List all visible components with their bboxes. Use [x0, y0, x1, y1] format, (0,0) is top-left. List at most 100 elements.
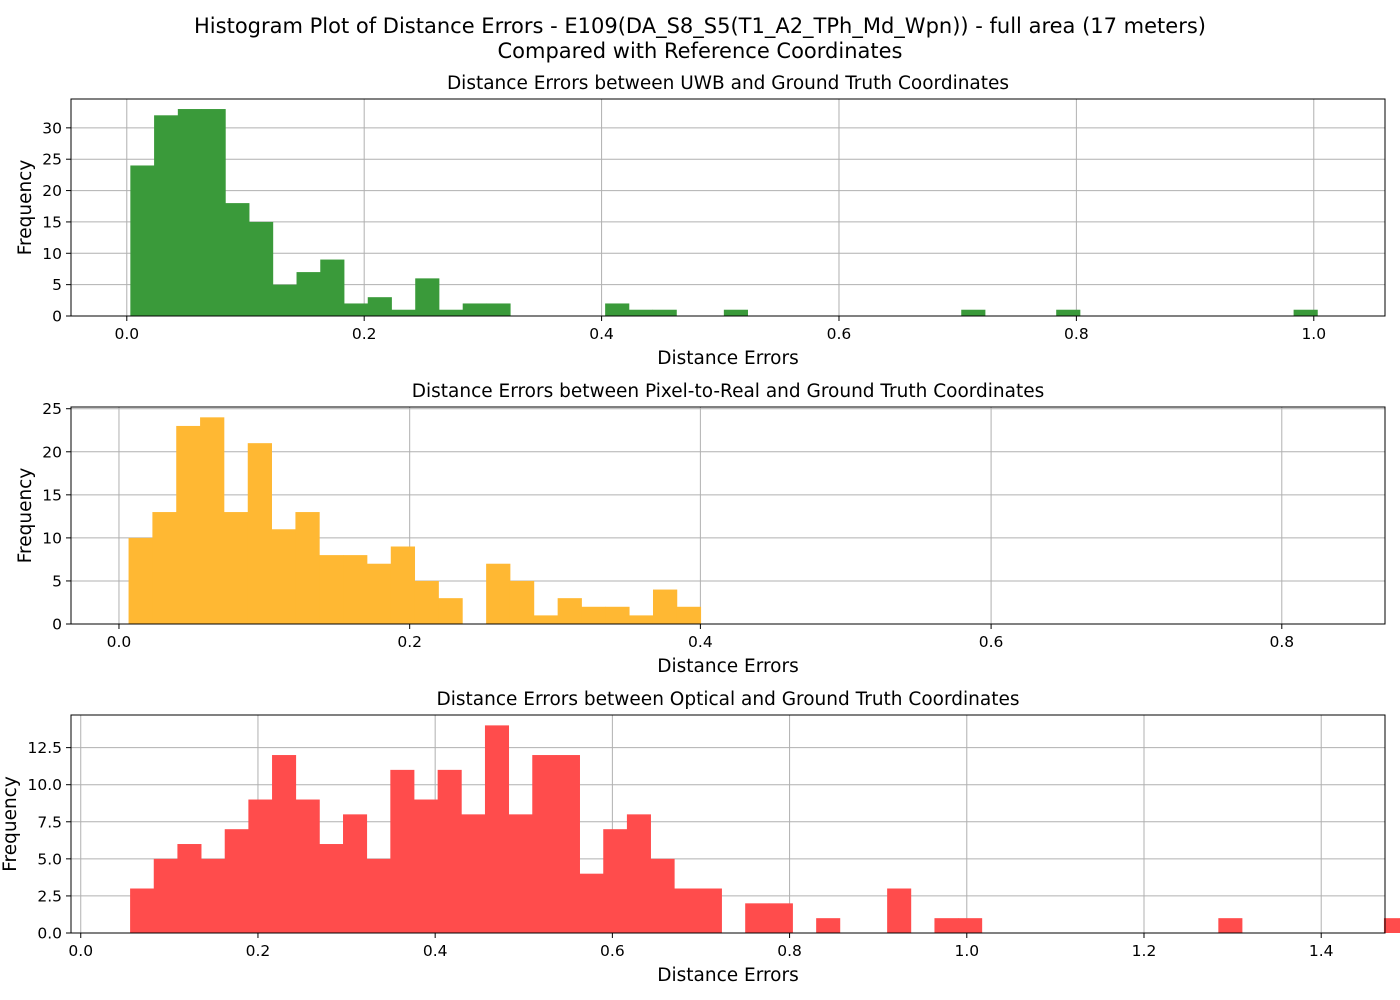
y-axis-label: Frequency [15, 160, 36, 256]
figure-suptitle: Histogram Plot of Distance Errors - E109… [0, 14, 1400, 64]
histogram-bar [177, 109, 202, 316]
y-tick-label: 20 [42, 443, 62, 461]
histogram-bar [532, 755, 557, 933]
histogram-bar [676, 606, 702, 624]
histogram-bar [271, 529, 296, 624]
x-axis-label: Distance Errors [657, 656, 799, 677]
histogram-bar [1056, 309, 1081, 316]
x-tick-label: 0.0 [68, 942, 93, 960]
x-tick-label: 0.0 [114, 325, 139, 343]
x-tick-label: 0.4 [589, 325, 614, 343]
y-tick-label: 5.0 [37, 850, 62, 868]
grid [71, 407, 1385, 625]
histogram-bar [154, 115, 179, 316]
histogram-bar [390, 546, 416, 624]
histogram-bar [652, 309, 677, 316]
x-tick-label: 1.0 [954, 942, 979, 960]
histogram-bar [508, 814, 533, 933]
x-axis-label: Distance Errors [657, 348, 799, 369]
histogram-bar [391, 309, 416, 316]
histogram-bar [605, 303, 630, 316]
histogram-bar [745, 903, 770, 933]
histogram-bar [768, 903, 793, 933]
histogram-bar [605, 606, 630, 624]
histogram-bar [248, 799, 273, 933]
histogram-bar [152, 512, 177, 624]
y-tick-label: 30 [42, 119, 62, 137]
x-tick-label: 0.8 [1269, 633, 1294, 651]
histogram-bar [128, 537, 153, 624]
y-tick-label: 0 [52, 616, 62, 634]
histogram-bar [366, 563, 392, 624]
axes-frame [70, 406, 1386, 625]
y-tick-label: 5 [52, 572, 62, 590]
subplot-title: Distance Errors between Pixel-to-Real an… [412, 381, 1045, 402]
bars [130, 725, 1400, 933]
histogram-bar [415, 278, 440, 316]
histogram-bar [723, 309, 748, 316]
y-tick-label: 25 [42, 151, 62, 169]
histogram-bar [486, 563, 511, 624]
histogram-bar [555, 755, 580, 933]
histogram-bar [486, 303, 511, 316]
histogram-bar [1293, 309, 1318, 316]
y-tick-label: 10 [42, 529, 62, 547]
histogram-bar [1383, 918, 1400, 933]
x-tick-label: 0.2 [397, 633, 422, 651]
x-tick-label: 1.2 [1132, 942, 1157, 960]
histogram-bar [177, 844, 202, 933]
histogram-bar [201, 109, 226, 316]
histogram-bar [153, 858, 178, 933]
y-tick-label: 10 [42, 245, 62, 263]
subplot-title: Distance Errors between UWB and Ground T… [447, 73, 1009, 94]
y-tick-label: 15 [42, 213, 62, 231]
histogram-bar [484, 725, 510, 933]
y-tick-label: 10.0 [27, 776, 62, 794]
histogram-bar [628, 309, 654, 316]
histogram-bar [438, 309, 464, 316]
histogram-bar [130, 888, 155, 933]
x-tick-label: 0.2 [246, 942, 271, 960]
y-tick-label: 5 [52, 276, 62, 294]
histogram-bar [816, 918, 841, 933]
histogram-bar [437, 769, 462, 933]
x-tick-label: 0.8 [1064, 325, 1089, 343]
x-tick-label: 0.4 [423, 942, 448, 960]
histogram-bar [201, 858, 226, 933]
histogram-bar [438, 598, 463, 624]
histogram-bar [223, 512, 249, 624]
suptitle-line-2: Compared with Reference Coordinates [497, 39, 903, 63]
histogram-bar [557, 598, 582, 624]
histogram-bar [674, 888, 699, 933]
histogram-bar [462, 303, 487, 316]
y-tick-label: 20 [42, 182, 62, 200]
subplot-title: Distance Errors between Optical and Grou… [437, 689, 1020, 710]
axes-frame [70, 98, 1386, 317]
y-tick-label: 25 [42, 400, 62, 418]
bars [128, 417, 702, 624]
histogram-bar [629, 615, 654, 624]
x-tick-label: 0.8 [777, 942, 802, 960]
x-tick-label: 0.6 [600, 942, 625, 960]
histogram-bar [320, 259, 345, 316]
x-tick-label: 0.4 [688, 633, 713, 651]
histogram-bar [296, 272, 321, 316]
y-tick-label: 12.5 [27, 739, 62, 757]
x-tick-label: 1.4 [1309, 942, 1334, 960]
histogram-bar [367, 297, 392, 316]
histogram-bar [224, 829, 249, 933]
histogram-bar [581, 606, 606, 624]
histogram-bar [225, 203, 250, 316]
histogram-bar [272, 284, 297, 316]
histogram-bar [247, 443, 272, 624]
x-tick-label: 0.6 [979, 633, 1004, 651]
x-tick-label: 0.2 [352, 325, 377, 343]
histogram-bar [390, 769, 415, 933]
histogram-bar [272, 755, 297, 933]
axes-frame [70, 714, 1386, 934]
histogram-bar [295, 799, 320, 933]
histogram-bar [533, 615, 559, 624]
histogram-bar [344, 303, 369, 316]
y-tick-label: 7.5 [37, 813, 62, 831]
